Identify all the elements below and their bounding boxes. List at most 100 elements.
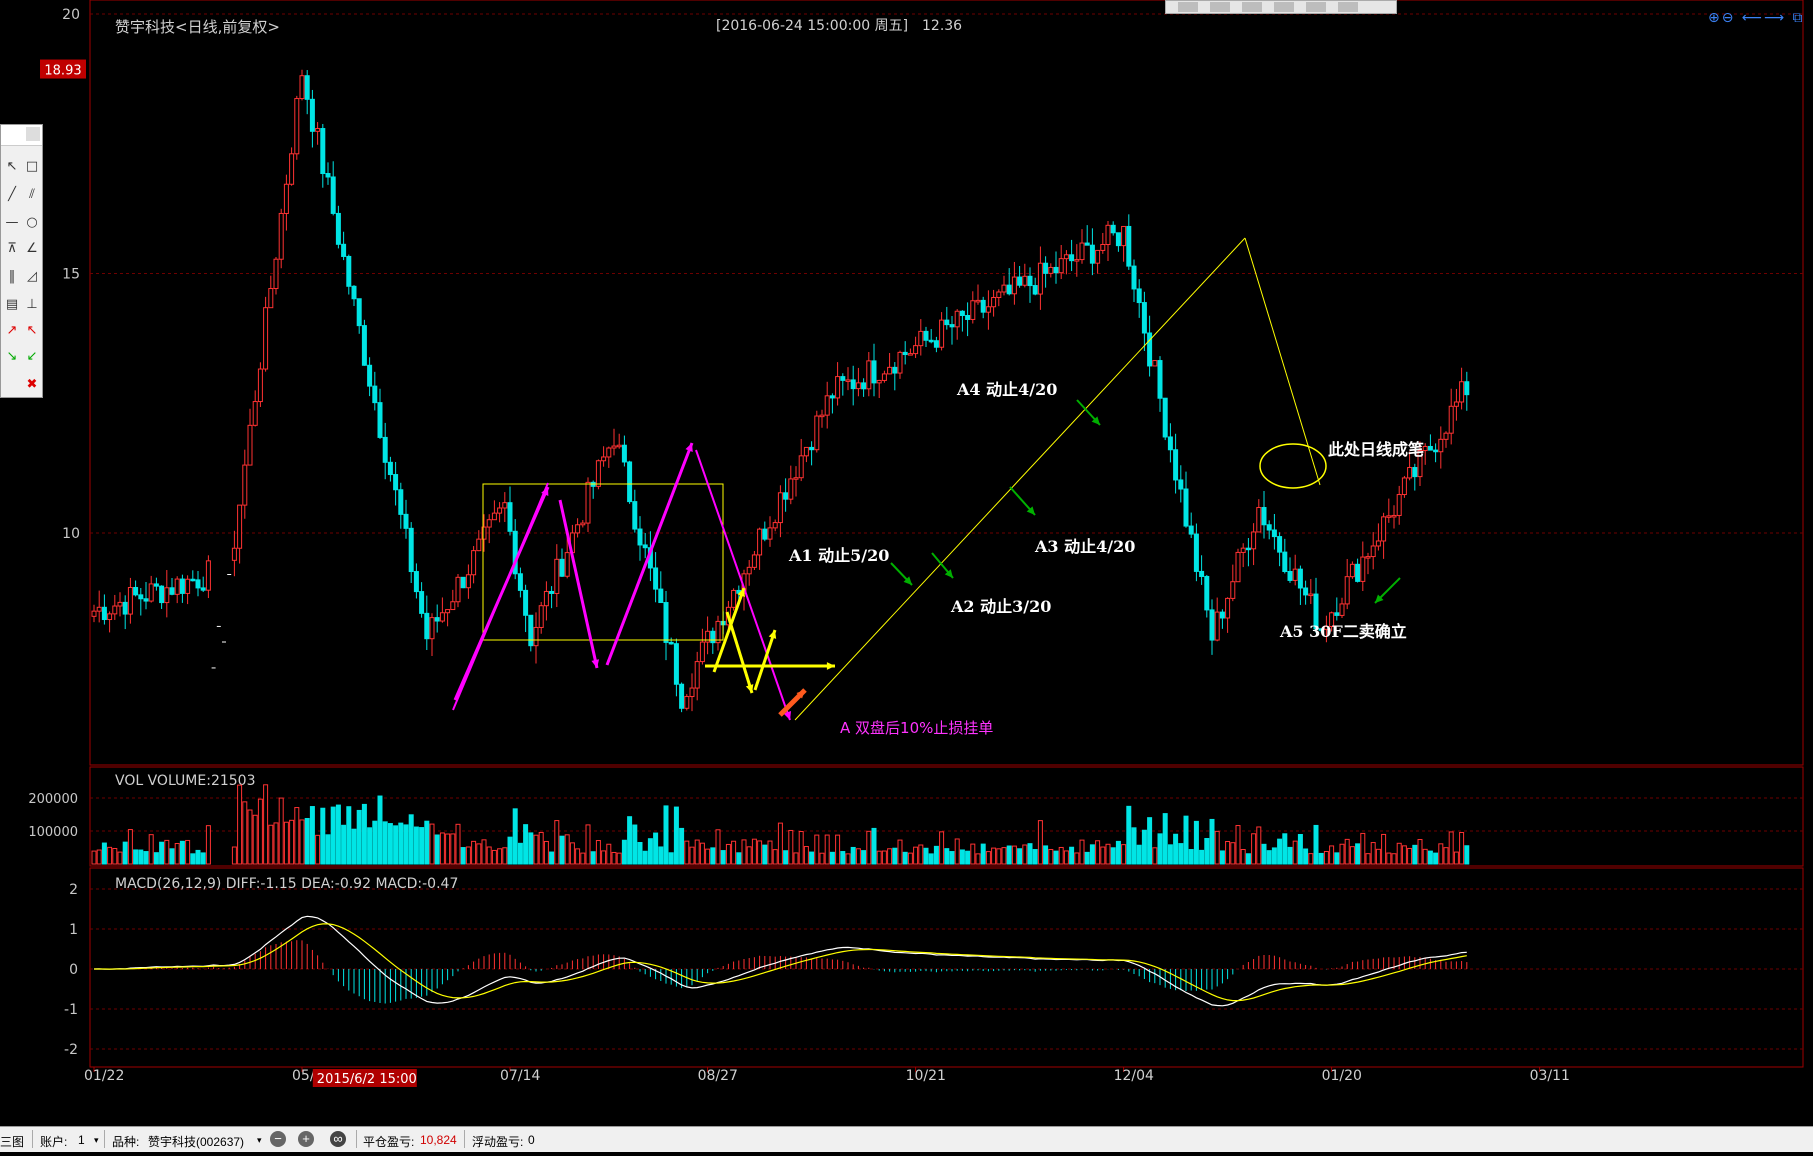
candle-body xyxy=(1126,225,1132,267)
delete-drawings-icon[interactable]: ✖ xyxy=(26,376,38,392)
account-select[interactable]: 1 xyxy=(78,1133,85,1147)
toolbar-button[interactable] xyxy=(1274,2,1294,12)
ellipse-tool-icon[interactable]: ○ xyxy=(26,214,38,230)
volume-bar xyxy=(1131,827,1137,865)
candle-body xyxy=(798,455,804,479)
volume-bar xyxy=(1349,846,1355,865)
volume-bar xyxy=(1407,847,1413,865)
restore-window-icon[interactable]: ⧉ xyxy=(1792,10,1805,26)
toolbox-header[interactable] xyxy=(1,125,42,146)
toolbar-button[interactable] xyxy=(1338,2,1358,12)
candle-body xyxy=(564,552,570,577)
candle-body xyxy=(1027,275,1033,287)
volume-bar xyxy=(1069,846,1075,865)
volume-bar xyxy=(341,824,347,865)
candle-body xyxy=(434,617,440,622)
candle-body xyxy=(897,351,903,374)
minus-button-icon[interactable]: − xyxy=(270,1131,286,1147)
candle-body xyxy=(528,614,534,647)
x-tick-label: 01/22 xyxy=(84,1068,124,1084)
volume-bar xyxy=(491,849,497,865)
volume-bar xyxy=(637,842,643,865)
candle-body xyxy=(481,526,487,540)
toolbar-button[interactable] xyxy=(1306,2,1326,12)
account-dropdown-icon[interactable]: ▾ xyxy=(94,1135,99,1145)
volume-bar xyxy=(585,824,591,865)
scroll-right-icon[interactable]: ⟶ xyxy=(1764,10,1787,26)
candle-body xyxy=(632,501,638,530)
candle-body xyxy=(1438,438,1444,453)
candle-body xyxy=(949,324,955,328)
arrow-line-tool-icon[interactable]: ↖ xyxy=(6,158,18,174)
toolbox-collapse-icon[interactable] xyxy=(26,127,40,141)
pnl-label: 平仓盈亏: xyxy=(363,1135,415,1149)
up-arrow-tool-icon[interactable]: ↗ xyxy=(6,322,18,338)
zoom-in-icon[interactable]: ⊕ xyxy=(1708,10,1722,26)
candle-body xyxy=(1433,449,1439,453)
candle-body xyxy=(252,401,258,426)
rectangle-tool-icon[interactable]: □ xyxy=(25,158,39,174)
down-left-arrow-tool-icon[interactable]: ↙ xyxy=(26,348,38,364)
angle-tool-icon[interactable]: ∠ xyxy=(26,240,38,256)
vertical-lines-tool-icon[interactable]: ‖ xyxy=(8,268,16,284)
annotation-a1: A1 动止5/20 xyxy=(788,546,889,565)
volume-bar xyxy=(1245,853,1251,865)
candle-body xyxy=(975,299,981,303)
candle-body xyxy=(1287,571,1293,581)
drawing-toolbox: ↖ □ ╱ ⫽ — ○ ⊼ ∠ ‖ ◿ ▤ ⊥ ↗ ↖ ↘ ↙ ✖ xyxy=(0,124,43,398)
candle-body xyxy=(351,285,357,300)
brush-ellipse xyxy=(1259,443,1327,489)
candle-body xyxy=(1334,612,1340,616)
candle-body xyxy=(928,339,934,343)
candle-body xyxy=(387,461,393,476)
annotation-a5: A5 30F二卖确立 xyxy=(1279,622,1407,641)
pnl-value: 10,824 xyxy=(420,1133,457,1147)
volume-bar xyxy=(398,822,404,865)
view-mode-label[interactable]: 三图 xyxy=(0,1135,25,1149)
volume-bar xyxy=(668,852,674,865)
candle-body xyxy=(1365,556,1371,559)
parallel-line-tool-icon[interactable]: ⫽ xyxy=(29,186,35,202)
text-tool-icon[interactable]: ▤ xyxy=(5,296,19,312)
yellow-arrow xyxy=(712,587,746,673)
toolbar-button[interactable] xyxy=(1178,2,1198,12)
variety-select[interactable]: 赞宇科技(002637) xyxy=(148,1135,245,1149)
volume-bar xyxy=(309,806,315,865)
volume-bar xyxy=(902,851,908,865)
glasses-icon[interactable]: ∞ xyxy=(330,1131,346,1147)
volume-bar xyxy=(263,784,269,865)
candle-body xyxy=(663,602,669,643)
candle-body xyxy=(918,330,924,347)
price-tick-label: 20 xyxy=(62,7,80,23)
candle-body xyxy=(642,544,648,549)
down-arrow-tool-icon[interactable]: ↘ xyxy=(6,348,18,364)
candle-body xyxy=(668,641,674,645)
zoom-out-icon[interactable]: ⊖ xyxy=(1721,10,1736,26)
candle-body xyxy=(127,586,133,615)
candle-body xyxy=(731,589,737,608)
ray-tool-icon[interactable]: ⊼ xyxy=(7,240,17,256)
volume-bar xyxy=(996,848,1002,865)
candle-body xyxy=(1225,597,1231,619)
toolbar-button[interactable] xyxy=(1210,2,1230,12)
toolbar-button[interactable] xyxy=(1242,2,1262,12)
volume-bar xyxy=(809,851,815,865)
variety-dropdown-icon[interactable]: ▾ xyxy=(257,1135,262,1145)
line-tool-icon[interactable]: ╱ xyxy=(8,186,16,202)
ruler-tool-icon[interactable]: ⊥ xyxy=(26,296,38,312)
volume-bar xyxy=(476,843,482,865)
scroll-left-icon[interactable]: ⟵ xyxy=(1741,10,1764,26)
fan-tool-icon[interactable]: ◿ xyxy=(27,268,37,284)
up-left-arrow-tool-icon[interactable]: ↖ xyxy=(26,322,38,338)
volume-bar xyxy=(356,809,362,865)
volume-bar xyxy=(185,839,191,865)
divider xyxy=(356,1130,357,1148)
candle-body xyxy=(1323,626,1329,630)
candle-body xyxy=(512,530,518,575)
volume-bar xyxy=(627,816,633,865)
volume-bar xyxy=(200,852,206,865)
plus-button-icon[interactable]: + xyxy=(298,1131,314,1147)
horizontal-line-tool-icon[interactable]: — xyxy=(5,214,19,230)
